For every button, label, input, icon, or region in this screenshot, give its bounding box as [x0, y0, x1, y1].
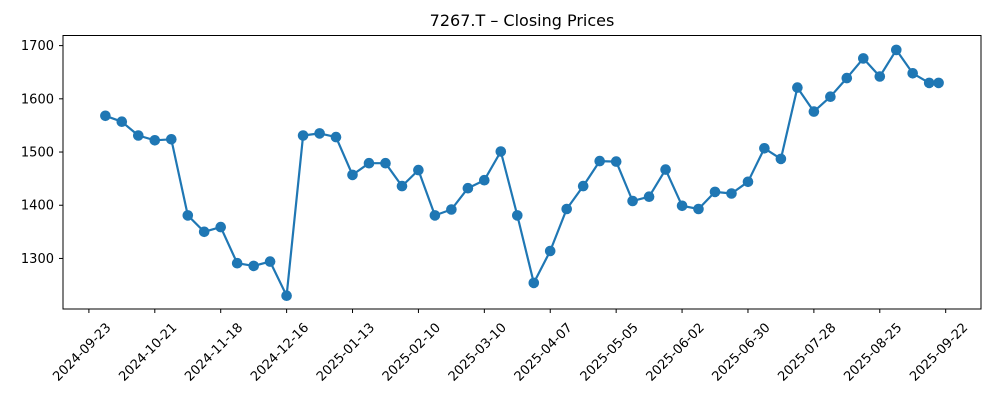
- data-point-marker: [281, 290, 292, 302]
- data-point-marker: [512, 210, 523, 221]
- y-tick-label: 1600: [21, 92, 54, 107]
- x-tick-label: 2025-03-10: [446, 321, 510, 385]
- data-point-marker: [759, 143, 770, 154]
- chart-title: 7267.T – Closing Prices: [430, 11, 615, 30]
- price-line: [104, 48, 940, 297]
- data-point-marker: [116, 116, 128, 127]
- x-tick-label: 2025-08-25: [841, 321, 905, 385]
- data-point-marker: [594, 155, 605, 167]
- x-tick-label: 2025-02-10: [380, 321, 444, 385]
- data-point-marker: [495, 146, 507, 157]
- data-point-marker: [775, 153, 787, 165]
- data-point-marker: [561, 203, 572, 215]
- x-tick-label: 2025-04-07: [512, 321, 576, 385]
- data-point-marker: [133, 130, 144, 141]
- data-point-marker: [363, 157, 375, 169]
- data-point-marker: [610, 156, 622, 167]
- x-tick-label: 2025-01-13: [314, 321, 378, 385]
- data-point-marker: [933, 77, 944, 89]
- data-point-marker: [215, 221, 226, 233]
- x-tick-label: 2025-06-30: [710, 321, 774, 385]
- data-point-marker: [660, 164, 671, 175]
- plot-area: 2024-09-23 2024-10-21 2024-11-18 2024-12-16…: [21, 35, 982, 385]
- data-point-marker: [808, 106, 820, 117]
- data-point-marker: [841, 72, 853, 84]
- y-tick-label: 1700: [21, 39, 54, 54]
- x-tick-label: 2024-09-23: [50, 321, 114, 385]
- data-point-marker: [462, 182, 474, 194]
- data-point-marker: [198, 226, 210, 238]
- data-point-marker: [907, 68, 918, 79]
- data-point-marker: [446, 204, 457, 215]
- data-point-marker: [413, 164, 424, 176]
- data-point-marker: [742, 176, 754, 188]
- data-point-marker: [528, 277, 540, 289]
- data-point-marker: [297, 130, 309, 141]
- x-tick-label: 2024-11-18: [182, 321, 246, 385]
- axes-border: [62, 35, 982, 310]
- data-point-marker: [627, 195, 638, 207]
- data-point-marker: [248, 260, 259, 272]
- data-point-marker: [166, 134, 177, 145]
- data-point-marker: [429, 210, 441, 221]
- data-point-marker: [643, 191, 655, 202]
- data-point-marker: [100, 110, 111, 122]
- x-tick-label: 2025-07-28: [775, 321, 839, 385]
- data-point-marker: [314, 128, 325, 139]
- y-tick-label: 1500: [21, 146, 54, 161]
- data-point-marker: [923, 77, 935, 89]
- data-point-marker: [709, 186, 721, 198]
- x-tick-label: 2025-06-02: [644, 321, 708, 385]
- data-point-marker: [149, 135, 161, 146]
- data-point-marker: [330, 131, 342, 143]
- data-point-marker: [347, 169, 358, 181]
- data-point-marker: [544, 245, 556, 257]
- data-point-marker: [858, 53, 869, 64]
- data-point-marker: [396, 180, 408, 192]
- data-point-marker: [479, 174, 490, 186]
- data-point-marker: [693, 203, 704, 215]
- data-point-marker: [264, 256, 276, 267]
- data-point-marker: [380, 157, 391, 169]
- x-tick-label: 2025-05-05: [578, 321, 642, 385]
- data-point-marker: [577, 180, 589, 192]
- data-point-marker: [182, 210, 194, 221]
- data-point-marker: [726, 188, 737, 199]
- data-point-marker: [792, 82, 803, 93]
- x-tick-label: 2024-12-16: [248, 321, 312, 385]
- y-tick-label: 1300: [21, 252, 54, 267]
- data-point-marker: [231, 257, 243, 269]
- y-tick-label: 1400: [21, 199, 54, 214]
- data-point-marker: [676, 200, 688, 212]
- x-tick-label: 2025-09-22: [907, 321, 971, 385]
- data-point-marker: [825, 91, 836, 102]
- data-point-marker: [874, 71, 886, 82]
- x-tick-label: 2024-10-21: [116, 321, 180, 385]
- data-point-marker: [891, 44, 902, 56]
